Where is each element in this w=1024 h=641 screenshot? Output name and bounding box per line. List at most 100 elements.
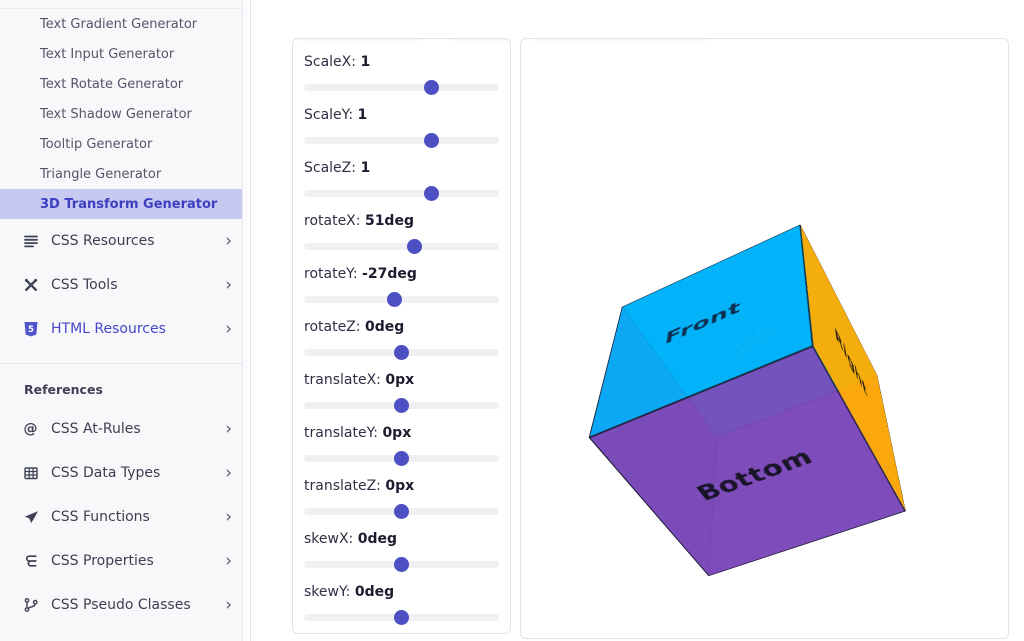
sidebar-item-css-data-types[interactable]: CSS Data Types › [0,451,250,495]
slider-row-skewy: skewY: 0deg [304,582,499,625]
slider-row-skewx: skewX: 0deg [304,529,499,572]
branch-icon [22,597,39,614]
sidebar-item-text-input-generator[interactable]: Text Input Generator [40,46,175,62]
slider-label: rotateY: [304,266,358,282]
scalex-slider[interactable] [304,79,499,95]
at-symbol-icon: @ [23,421,38,437]
slider-row-translatey: translateY: 0px [304,423,499,466]
chevron-right-icon: › [225,230,232,251]
sidebar-item-text-shadow-generator[interactable]: Text Shadow Generator [40,106,192,122]
slider-label: rotateX: [304,213,361,229]
table-icon [22,465,39,482]
slider-label: rotateZ: [304,319,361,335]
chevron-right-icon: › [225,594,232,615]
rotatex-slider[interactable] [304,238,499,254]
slider-row-scalex: ScaleX: 1 [304,52,499,95]
sidebar-item-css-tools[interactable]: CSS Tools › [0,263,250,307]
translatey-slider[interactable] [304,450,499,466]
preview-panel: 3D Transform Preview Front Back Right Le… [520,38,1009,639]
slider-value: 1 [360,54,371,70]
slider-row-translatez: translateZ: 0px [304,476,499,519]
slider-row-rotatez: rotateZ: 0deg [304,317,499,360]
slider-value: 0px [385,478,415,494]
preview-panel-title: 3D Transform Preview [531,38,710,39]
cube-face-label: Front [664,298,742,349]
cube: Front Back Right Left Top Bott [588,224,906,577]
scaley-slider[interactable] [304,132,499,148]
sidebar-item-triangle-generator[interactable]: Triangle Generator [40,166,162,182]
slider-value: 1 [357,107,368,123]
css-brackets-icon [22,553,39,570]
sidebar-item-css-functions[interactable]: CSS Functions › [0,495,250,539]
chevron-right-icon: › [225,462,232,483]
translatez-slider[interactable] [304,503,499,519]
slider-value: 0px [385,372,415,388]
svg-text:5: 5 [28,325,34,335]
sidebar-item-label: CSS Functions [51,509,150,525]
menu-lines-icon [22,233,39,250]
sidebar-item-css-at-rules[interactable]: @ CSS At-Rules › [0,407,250,451]
slider-label: translateY: [304,425,378,441]
sidebar-item-label: CSS Pseudo Classes [51,597,191,613]
scalez-slider[interactable] [304,185,499,201]
chevron-right-icon: › [225,274,232,295]
sidebar-item-css-resources[interactable]: CSS Resources › [0,219,250,263]
skewy-slider[interactable] [304,609,499,625]
slider-value: 0px [382,425,412,441]
slider-label: skewX: [304,531,354,547]
reset-button[interactable]: Reset [447,38,511,39]
sidebar-item-text-rotate-generator[interactable]: Text Rotate Generator [40,76,184,92]
slider-list: ScaleX: 1 ScaleY: 1 ScaleZ: 1 rotateX: 5… [293,39,510,625]
slider-label: translateZ: [304,478,381,494]
slider-row-rotatey: rotateY: -27deg [304,264,499,307]
main-content: CSS Properties Reset ScaleX: 1 ScaleY: 1… [251,0,1024,641]
translatex-slider[interactable] [304,397,499,413]
sidebar-item-3d-transform-generator-active[interactable]: 3D Transform Generator [0,189,250,219]
sidebar-item-label: CSS Data Types [51,465,161,481]
sidebar-divider [0,363,250,364]
chevron-right-icon: › [225,506,232,527]
references-header: References [24,382,103,397]
sidebar-item-label: HTML Resources [51,321,166,337]
slider-label: translateX: [304,372,381,388]
slider-row-scaley: ScaleY: 1 [304,105,499,148]
slider-label: ScaleX: [304,54,356,70]
slider-label: ScaleZ: [304,160,356,176]
sidebar-item-tooltip-generator[interactable]: Tooltip Generator [40,136,153,152]
sidebar-item-css-properties[interactable]: CSS Properties › [0,539,250,583]
skewx-slider[interactable] [304,556,499,572]
sidebar-item-label: CSS At-Rules [51,421,141,437]
slider-value: 0deg [364,319,405,335]
css-properties-panel: CSS Properties Reset ScaleX: 1 ScaleY: 1… [292,38,511,634]
css-properties-panel-title: CSS Properties [296,38,425,39]
cube-face-label: Bottom [691,444,818,506]
rotatez-slider[interactable] [304,344,499,360]
rotatey-slider[interactable] [304,291,499,307]
slider-value: 0deg [357,531,398,547]
sidebar-item-label: CSS Properties [51,553,154,569]
sidebar-item-css-pseudo-classes[interactable]: CSS Pseudo Classes › [0,583,250,627]
sidebar-item-html-resources[interactable]: 5 HTML Resources › [0,307,250,351]
send-icon [22,509,39,526]
sidebar-item-text-gradient-generator[interactable]: Text Gradient Generator [40,16,198,32]
chevron-right-icon: › [225,318,232,339]
sidebar-item-label: CSS Tools [51,277,118,293]
tools-icon [22,277,39,294]
slider-value: 0deg [354,584,395,600]
sidebar-top-divider [0,8,250,9]
slider-row-rotatex: rotateX: 51deg [304,211,499,254]
chevron-right-icon: › [225,550,232,571]
sidebar-item-label: CSS Resources [51,233,155,249]
slider-row-translatex: translateX: 0px [304,370,499,413]
sidebar: Text Gradient Generator Text Input Gener… [0,0,251,641]
slider-label: skewY: [304,584,351,600]
cube-scene: Front Back Right Left Top Bott [588,224,906,577]
slider-value: -27deg [362,266,417,282]
chevron-right-icon: › [225,418,232,439]
sidebar-scrollbar[interactable] [242,0,250,641]
slider-label: ScaleY: [304,107,354,123]
html5-shield-icon: 5 [22,321,39,338]
slider-value: 1 [360,160,371,176]
slider-value: 51deg [364,213,414,229]
